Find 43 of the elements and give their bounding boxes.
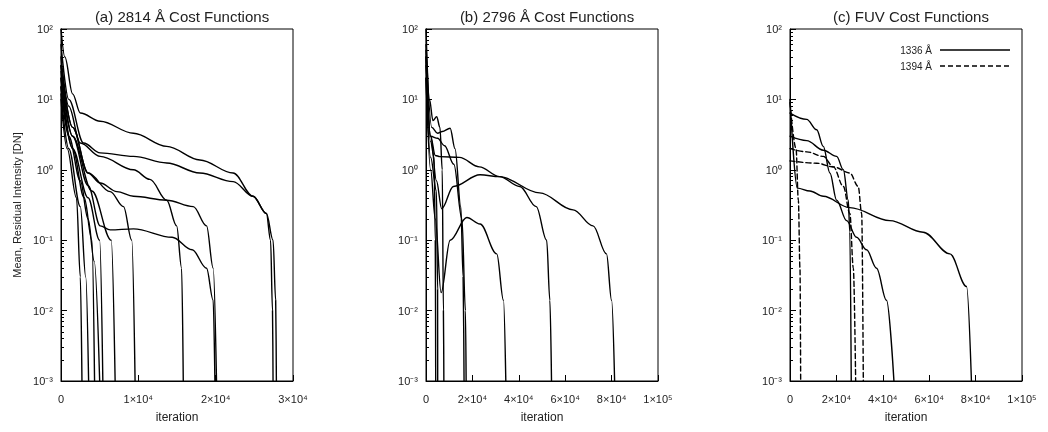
chart-title: (c) FUV Cost Functions	[833, 8, 989, 25]
y-tick-label: 10¹	[37, 93, 54, 106]
y-tick-label: 10⁰	[401, 163, 418, 176]
x-tick-label: 4×10⁴	[868, 392, 898, 405]
y-tick-label: 10⁻³	[398, 375, 419, 387]
text: 1336 Å	[900, 43, 933, 56]
x-tick-label: 0	[422, 392, 430, 405]
chart-title: (a) 2814 Å Cost Functions	[94, 8, 270, 25]
y-tick-label: 10²	[37, 23, 54, 35]
y-tick-label: 10²	[402, 23, 419, 35]
x-tick-label: 1×10⁴	[123, 392, 154, 405]
x-tick-label: 8×10⁴	[960, 392, 991, 405]
y-tick-label: 10¹	[766, 93, 783, 106]
x-axis-title: iteration	[155, 410, 199, 424]
y-tick-label: 10⁻²	[762, 304, 783, 317]
x-tick-label: 2×10⁴	[457, 392, 488, 405]
x-tick-label: 8×10⁴	[596, 392, 627, 405]
x-tick-label: 6×10⁴	[914, 392, 945, 405]
y-tick-label: 10⁻¹	[33, 234, 54, 247]
y-tick-label: 10⁻²	[33, 304, 54, 317]
x-tick-label: 1×10⁵	[1007, 392, 1037, 405]
y-tick-label: 10⁻³	[33, 375, 54, 387]
x-tick-label: 3×10⁴	[278, 392, 309, 405]
y-tick-label: 10²	[766, 23, 783, 35]
x-tick-label: 0	[57, 392, 65, 405]
x-tick-label: 4×10⁴	[504, 392, 534, 405]
x-axis-title: iteration	[884, 410, 928, 424]
text: 1394 Å	[900, 59, 933, 72]
x-axis-title: iteration	[520, 410, 564, 424]
y-tick-label: 10⁻¹	[398, 234, 419, 247]
x-tick-label: 6×10⁴	[550, 392, 581, 405]
x-tick-label: 2×10⁴	[821, 392, 852, 405]
y-axis-title: Mean, Residual Intensity [DN]	[10, 132, 23, 278]
chart-title: (b) 2796 Å Cost Functions	[459, 8, 635, 25]
y-tick-label: 10⁻²	[398, 304, 419, 317]
x-tick-label: 1×10⁵	[643, 392, 673, 405]
x-tick-label: 2×10⁴	[200, 392, 231, 405]
y-tick-label: 10⁰	[36, 163, 53, 176]
y-tick-label: 10⁰	[765, 163, 782, 176]
y-tick-label: 10⁻³	[762, 375, 783, 387]
y-tick-label: 10⁻¹	[762, 234, 783, 247]
x-tick-label: 0	[786, 392, 794, 405]
y-tick-label: 10¹	[402, 93, 419, 106]
